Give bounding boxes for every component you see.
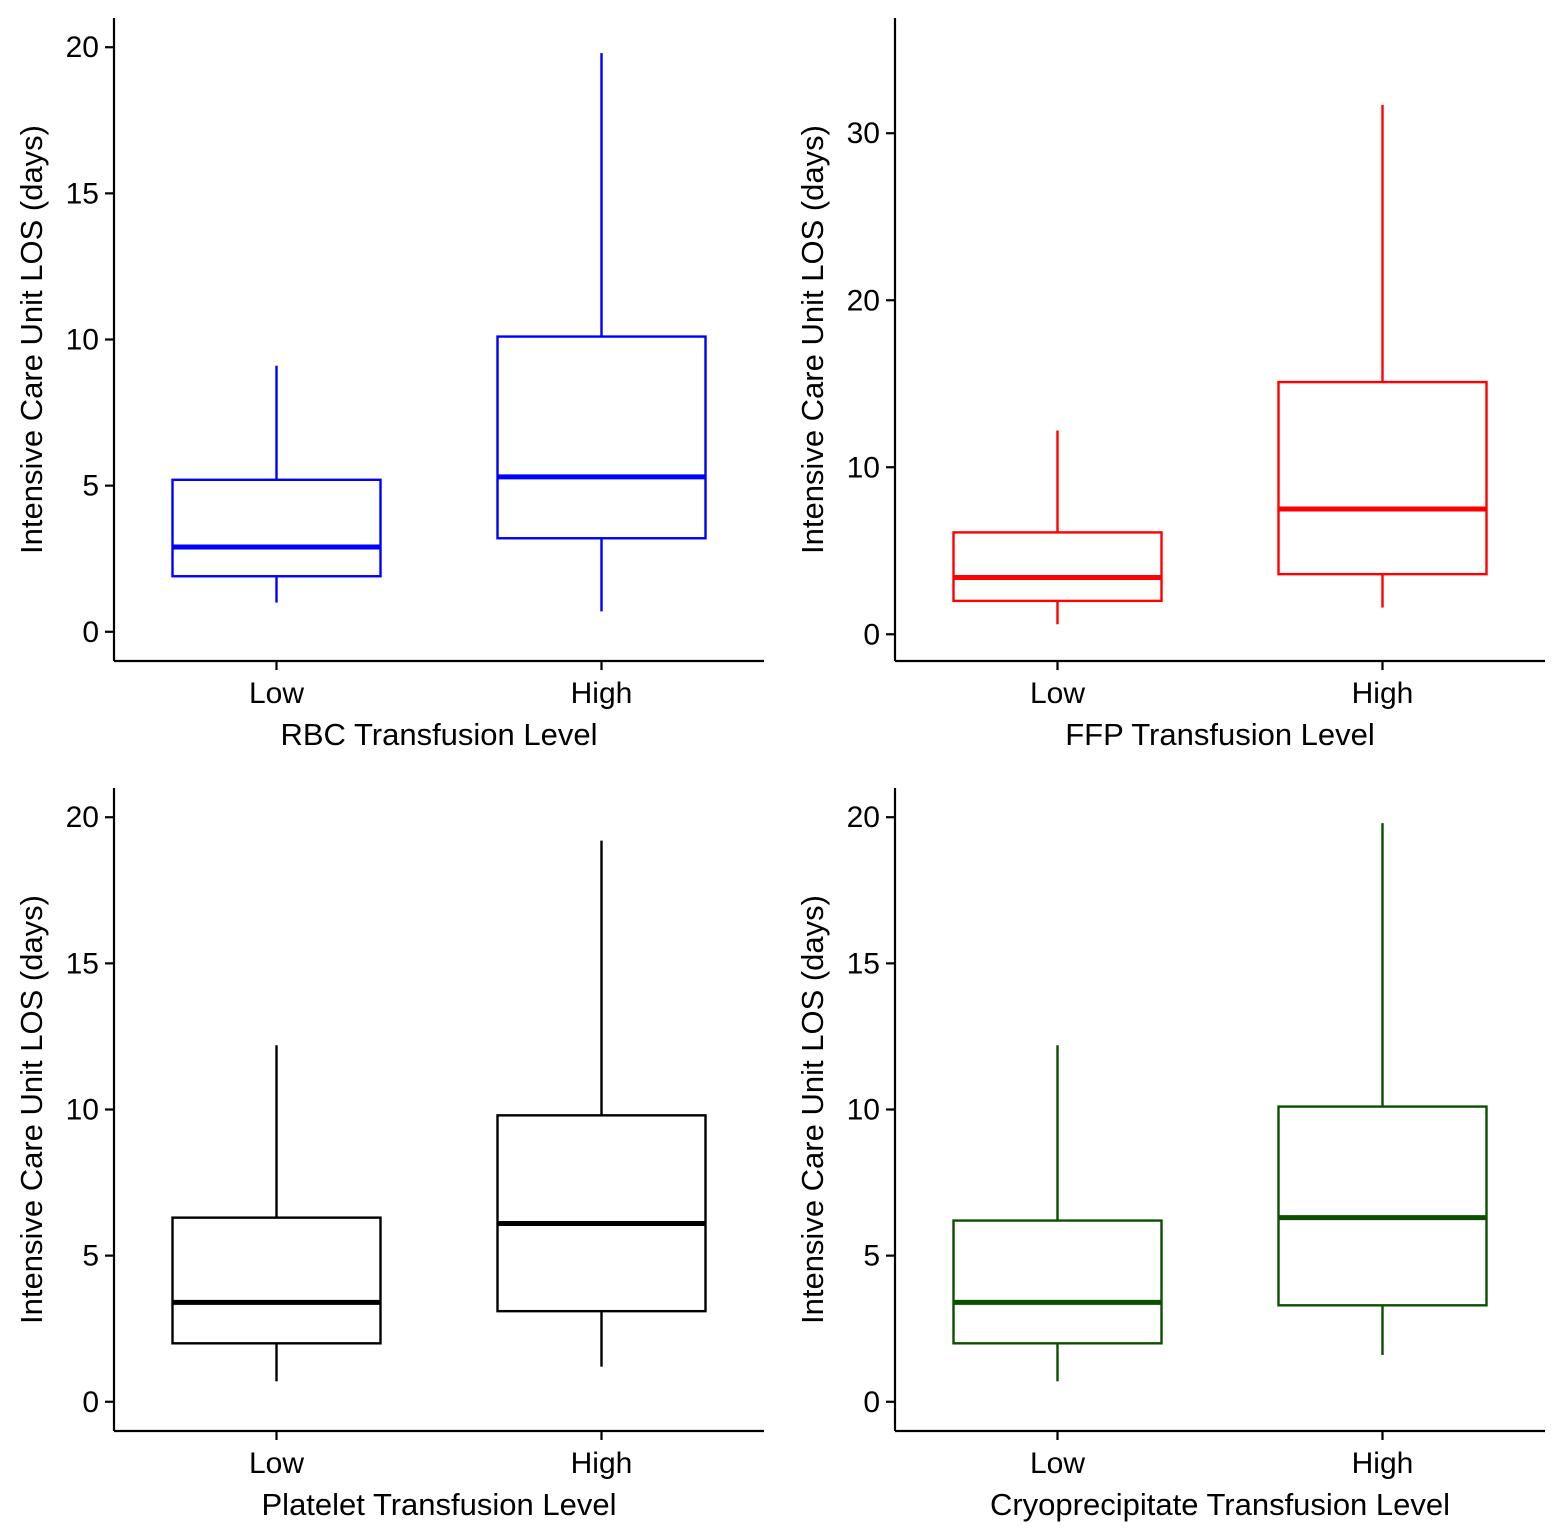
y-tick-label: 30 <box>847 117 880 150</box>
chart-panel-3: 0 5 10 15 20 Low High Platelet Transfusion Leve… <box>14 788 764 1522</box>
y-tick-label: 15 <box>66 177 99 210</box>
iqr-box <box>496 335 707 540</box>
y-tick-label: 0 <box>863 618 880 651</box>
y-tick-label: 10 <box>66 1094 99 1127</box>
x-tick-label: High <box>1352 677 1414 710</box>
y-tick-label: 15 <box>66 947 99 980</box>
box-low <box>171 1045 382 1382</box>
y-axis-title: Intensive Care Unit LOS (days) <box>14 895 49 1324</box>
iqr-box <box>171 478 382 578</box>
y-tick-label: 0 <box>82 616 99 649</box>
y-axis-title: Intensive Care Unit LOS (days) <box>14 125 49 554</box>
y-tick-label: 10 <box>847 1094 880 1127</box>
x-axis-title: RBC Transfusion Level <box>280 717 597 752</box>
y-tick-label: 20 <box>66 31 99 64</box>
chart-panel-4: 0 5 10 15 20 Low High Cryoprecipitate Transfusi… <box>795 788 1545 1522</box>
x-tick-label: Low <box>1030 677 1085 710</box>
y-tick-label: 15 <box>847 947 880 980</box>
iqr-box <box>952 531 1163 603</box>
y-tick-label: 10 <box>66 324 99 357</box>
iqr-box <box>496 1114 707 1313</box>
box-high <box>1277 823 1488 1356</box>
y-tick-label: 20 <box>847 284 880 317</box>
box-high <box>496 53 707 612</box>
y-tick-label: 10 <box>847 451 880 484</box>
x-axis-title: Cryoprecipitate Transfusion Level <box>990 1487 1450 1522</box>
iqr-box <box>171 1216 382 1345</box>
box-high <box>496 840 707 1367</box>
chart-panel-1: 0 5 10 15 20 Low High RBC Transfusion Level Inte… <box>14 18 764 752</box>
y-axis-title: Intensive Care Unit LOS (days) <box>795 895 830 1324</box>
iqr-box <box>1277 380 1488 576</box>
x-tick-label: Low <box>249 677 304 710</box>
box-low <box>952 430 1163 625</box>
x-axis-title: Platelet Transfusion Level <box>262 1487 617 1522</box>
y-tick-label: 5 <box>863 1240 880 1273</box>
x-tick-label: Low <box>249 1447 304 1480</box>
box-low <box>952 1045 1163 1382</box>
box-high <box>1277 104 1488 608</box>
y-tick-label: 20 <box>847 801 880 834</box>
iqr-box <box>1277 1105 1488 1307</box>
x-tick-label: High <box>571 1447 633 1480</box>
box-low <box>171 365 382 603</box>
x-tick-label: High <box>1352 1447 1414 1480</box>
iqr-box <box>952 1219 1163 1345</box>
y-tick-label: 5 <box>82 470 99 503</box>
chart-panel-2: 0 10 20 30 Low High FFP Transfusion Level Inten… <box>795 18 1545 752</box>
x-tick-label: High <box>571 677 633 710</box>
y-axis-title: Intensive Care Unit LOS (days) <box>795 125 830 554</box>
y-tick-label: 20 <box>66 801 99 834</box>
x-tick-label: Low <box>1030 1447 1085 1480</box>
y-tick-label: 0 <box>82 1386 99 1419</box>
x-axis-title: FFP Transfusion Level <box>1065 717 1375 752</box>
y-tick-label: 5 <box>82 1240 99 1273</box>
y-tick-label: 0 <box>863 1386 880 1419</box>
